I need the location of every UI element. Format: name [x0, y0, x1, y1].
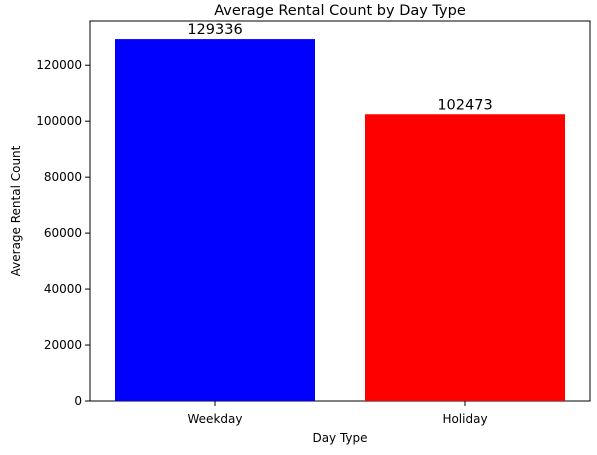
- labels-layer: 129336 Weekday 102473 Holiday 0 20000 40000 600…: [36, 22, 492, 426]
- chart-title: Average Rental Count by Day Type: [214, 3, 466, 19]
- y-tick-label: 80000: [44, 170, 82, 184]
- y-axis-label: Average Rental Count: [9, 145, 23, 276]
- bar-value-label: 102473: [437, 97, 492, 113]
- y-tick-label: 60000: [44, 226, 82, 240]
- x-tick-label: Holiday: [442, 412, 487, 426]
- y-tick-label: 120000: [36, 58, 82, 72]
- y-tick-label: 20000: [44, 338, 82, 352]
- y-tick-label: 40000: [44, 282, 82, 296]
- x-tick-label: Weekday: [188, 412, 243, 426]
- y-tick-label: 0: [74, 394, 82, 408]
- bar-weekday: [115, 39, 315, 402]
- bar-value-label: 129336: [187, 22, 242, 38]
- x-axis-label: Day Type: [312, 431, 367, 445]
- y-tick-label: 100000: [36, 114, 82, 128]
- bar-holiday: [365, 114, 565, 401]
- bars-layer: [115, 39, 565, 402]
